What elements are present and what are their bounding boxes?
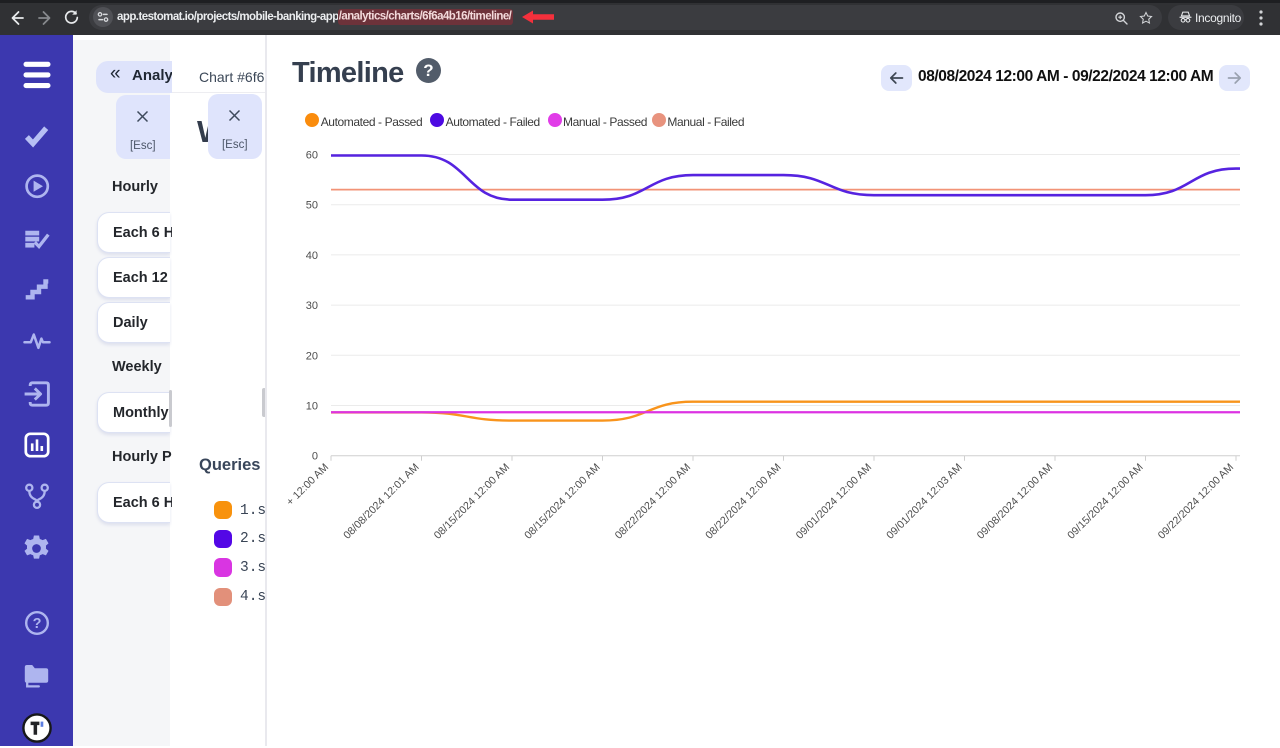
svg-text:08/08/2024 12:01 AM: 08/08/2024 12:01 AM [341,461,421,541]
svg-text:60: 60 [306,150,318,162]
svg-text:40: 40 [306,250,318,262]
svg-text:10: 10 [306,401,318,413]
svg-text:30: 30 [306,300,318,312]
svg-text:09/01/2024 12:03 AM: 09/01/2024 12:03 AM [884,461,964,541]
svg-text:08/15/2024 12:00 AM: 08/15/2024 12:00 AM [432,461,512,541]
svg-text:09/01/2024 12:00 AM: 09/01/2024 12:00 AM [794,461,874,541]
svg-text:09/15/2024 12:00 AM: 09/15/2024 12:00 AM [1065,461,1145,541]
svg-text:20: 20 [306,350,318,362]
svg-text:09/22/2024 12:00 AM: 09/22/2024 12:00 AM [1156,461,1236,541]
svg-text:0: 0 [312,451,318,463]
svg-text:08/22/2024 12:00 AM: 08/22/2024 12:00 AM [703,461,783,541]
svg-text:+ 12:00 AM: + 12:00 AM [284,461,331,508]
svg-text:08/22/2024 12:00 AM: 08/22/2024 12:00 AM [613,461,693,541]
svg-text:50: 50 [306,200,318,212]
svg-text:08/15/2024 12:00 AM: 08/15/2024 12:00 AM [522,461,602,541]
svg-text:?: ? [32,616,41,632]
svg-text:09/08/2024 12:00 AM: 09/08/2024 12:00 AM [975,461,1055,541]
